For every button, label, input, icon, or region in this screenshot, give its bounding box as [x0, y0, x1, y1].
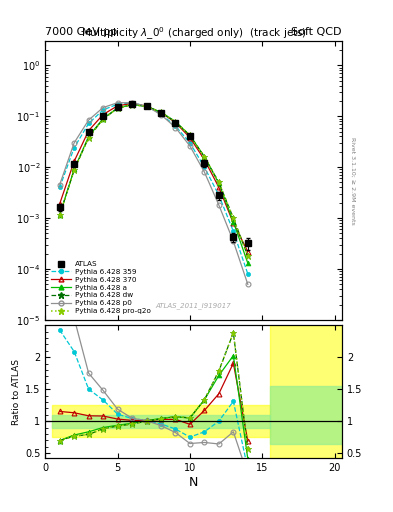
Y-axis label: Ratio to ATLAS: Ratio to ATLAS [12, 359, 21, 424]
Legend: ATLAS, Pythia 6.428 359, Pythia 6.428 370, Pythia 6.428 a, Pythia 6.428 dw, Pyth: ATLAS, Pythia 6.428 359, Pythia 6.428 37… [49, 259, 153, 316]
Title: Multiplicity $\lambda\_0^0$ (charged only)  (track jets): Multiplicity $\lambda\_0^0$ (charged onl… [81, 25, 307, 41]
X-axis label: N: N [189, 476, 198, 489]
Y-axis label: Rivet 3.1.10; ≥ 2.9M events: Rivet 3.1.10; ≥ 2.9M events [350, 137, 355, 224]
Text: 7000 GeV pp: 7000 GeV pp [45, 27, 118, 37]
Text: ATLAS_2011_I919017: ATLAS_2011_I919017 [156, 302, 231, 309]
Text: Soft QCD: Soft QCD [292, 27, 342, 37]
